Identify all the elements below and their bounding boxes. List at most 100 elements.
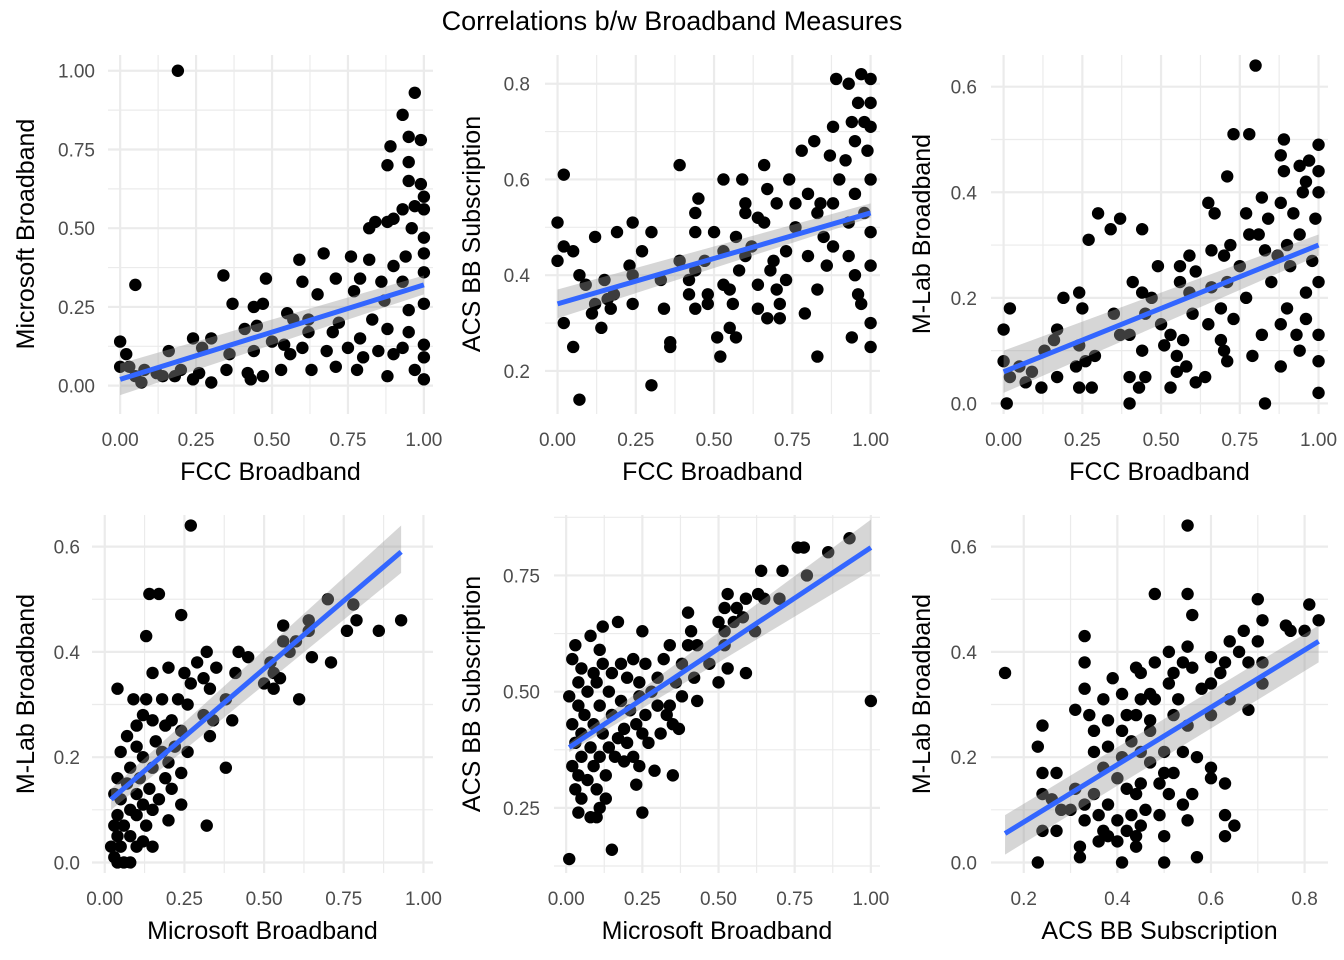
data-point xyxy=(811,283,824,296)
data-point xyxy=(267,682,280,695)
confidence-band xyxy=(569,519,871,753)
data-point xyxy=(1167,766,1180,780)
data-point xyxy=(381,322,394,336)
data-point xyxy=(761,312,774,325)
data-point xyxy=(203,682,217,695)
data-point xyxy=(347,598,360,611)
data-point xyxy=(417,231,431,244)
data-point xyxy=(259,272,273,285)
data-point xyxy=(751,278,765,291)
data-point xyxy=(1176,333,1190,347)
data-point xyxy=(1135,286,1149,299)
data-point xyxy=(801,249,815,263)
data-point xyxy=(1237,624,1250,638)
y-tick-label: 0.75 xyxy=(58,140,95,161)
data-point xyxy=(682,288,696,301)
data-point xyxy=(1003,370,1017,384)
data-point xyxy=(247,344,260,358)
data-point xyxy=(320,344,333,358)
data-point xyxy=(1083,708,1096,722)
data-point xyxy=(1157,856,1171,869)
data-point xyxy=(1176,656,1190,669)
data-point xyxy=(146,714,159,727)
data-point xyxy=(1190,851,1204,864)
data-point xyxy=(1050,766,1063,780)
data-point xyxy=(311,288,324,301)
data-point xyxy=(590,811,603,824)
data-point xyxy=(1173,275,1187,289)
data-point xyxy=(1078,656,1091,669)
data-point xyxy=(111,682,124,695)
data-point xyxy=(197,672,210,685)
data-point xyxy=(1167,708,1180,722)
data-point xyxy=(156,370,169,383)
data-point xyxy=(566,652,579,666)
regression-line xyxy=(1003,639,1320,836)
data-point xyxy=(1298,624,1311,638)
data-point xyxy=(855,67,868,81)
data-point xyxy=(682,273,696,287)
x-tick-label: 1.00 xyxy=(852,889,889,910)
data-point xyxy=(1123,370,1136,384)
data-point xyxy=(1157,766,1171,780)
data-point xyxy=(1218,656,1232,669)
data-point xyxy=(273,672,287,685)
data-point xyxy=(414,177,428,191)
data-point xyxy=(250,319,264,333)
data-point xyxy=(175,798,188,811)
x-tick-label: 0.75 xyxy=(325,889,362,910)
data-point xyxy=(136,798,150,811)
data-point xyxy=(1085,381,1098,394)
data-point xyxy=(1218,808,1232,822)
x-axis-label: ACS BB Subscription xyxy=(1041,917,1277,945)
data-point xyxy=(703,657,716,670)
x-axis-label: FCC Broadband xyxy=(1069,458,1250,486)
data-point xyxy=(1312,355,1325,368)
data-point xyxy=(120,729,134,743)
data-point xyxy=(1091,207,1105,220)
data-point xyxy=(347,284,361,298)
data-point xyxy=(1217,249,1231,262)
data-point xyxy=(104,840,118,853)
x-tick-label: 0.50 xyxy=(700,889,737,910)
data-point xyxy=(620,736,634,750)
data-point xyxy=(152,793,166,806)
data-point xyxy=(614,657,628,670)
data-point xyxy=(414,133,428,147)
data-point xyxy=(341,341,355,355)
data-point xyxy=(1280,238,1294,252)
data-point xyxy=(712,676,725,689)
data-point xyxy=(372,624,386,638)
data-point xyxy=(732,264,746,277)
data-point xyxy=(1214,333,1228,347)
data-point xyxy=(726,297,740,311)
data-point xyxy=(1135,223,1149,236)
data-point xyxy=(124,761,137,774)
x-tick-label: 0.00 xyxy=(548,889,585,910)
data-point xyxy=(1293,159,1306,173)
data-point xyxy=(171,64,185,77)
data-point xyxy=(1255,191,1269,204)
data-point xyxy=(718,601,731,615)
data-point xyxy=(171,693,185,706)
data-point xyxy=(356,351,370,364)
data-point xyxy=(417,266,431,279)
data-point xyxy=(1290,328,1303,342)
data-point xyxy=(1134,777,1147,790)
data-point xyxy=(779,245,793,258)
x-tick-label: 0.75 xyxy=(774,430,811,451)
data-point xyxy=(1312,614,1325,627)
data-point xyxy=(1036,719,1049,732)
data-point xyxy=(864,96,877,110)
data-point xyxy=(117,819,131,832)
data-point xyxy=(387,212,400,225)
data-point xyxy=(739,206,752,220)
data-point xyxy=(727,615,740,629)
data-point xyxy=(1224,238,1237,252)
data-point xyxy=(159,719,172,732)
data-point xyxy=(324,656,338,669)
data-point xyxy=(864,259,877,272)
data-point xyxy=(232,645,245,659)
data-point xyxy=(143,587,156,601)
